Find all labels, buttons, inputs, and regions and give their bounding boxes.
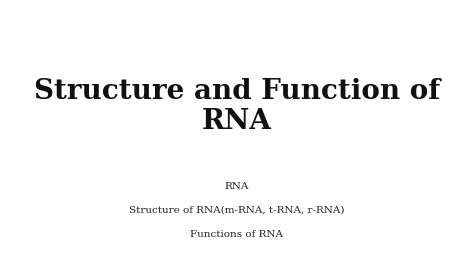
Text: RNA: RNA <box>225 182 249 191</box>
Text: Functions of RNA: Functions of RNA <box>191 230 283 239</box>
Text: Structure of RNA(m-RNA, t-RNA, r-RNA): Structure of RNA(m-RNA, t-RNA, r-RNA) <box>129 206 345 215</box>
Text: Structure and Function of
RNA: Structure and Function of RNA <box>34 78 440 135</box>
